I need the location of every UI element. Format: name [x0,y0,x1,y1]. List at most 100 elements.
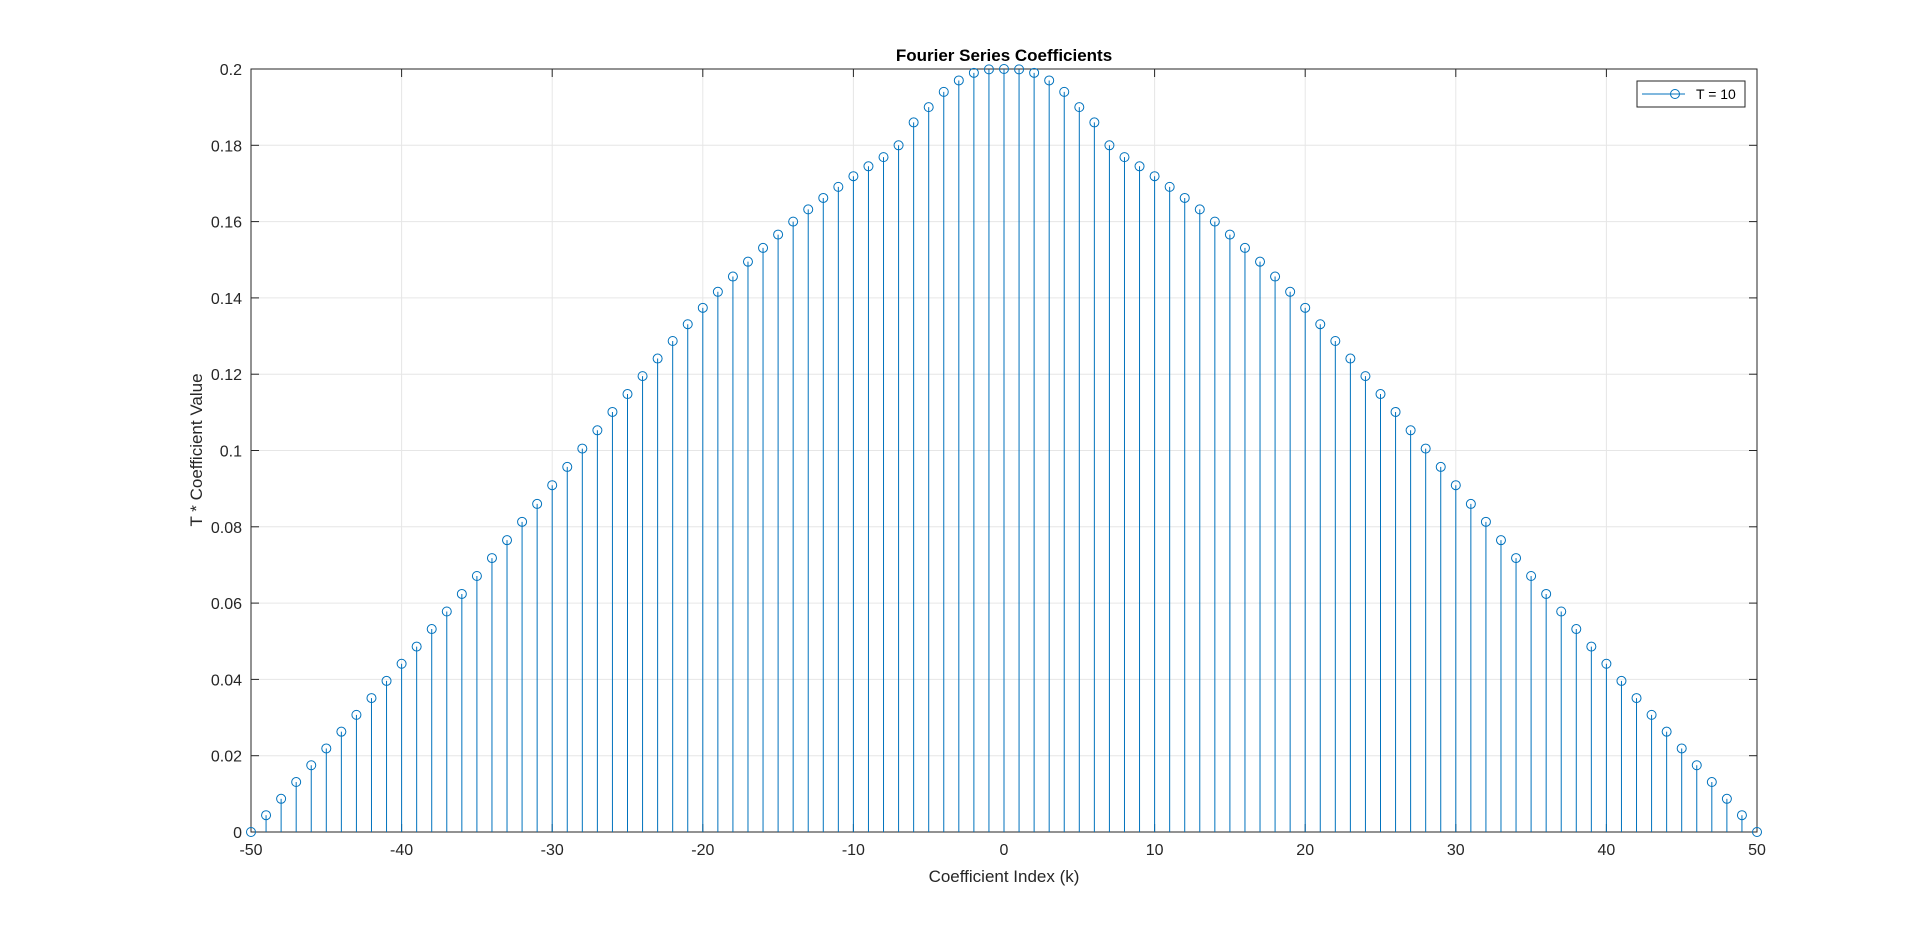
stem-marker [923,102,934,113]
stem-marker [1435,461,1446,472]
stem-marker [366,693,377,704]
stem-marker [1420,443,1431,454]
stem-marker [803,204,814,215]
stem-marker [592,425,603,436]
stem-marker [667,336,678,347]
stem-marker [1571,624,1582,635]
stem-marker [502,535,513,546]
stem-marker [773,229,784,240]
stem-marker [1194,204,1205,215]
stem-marker [1164,181,1175,192]
stem-marker [1224,229,1235,240]
stem-marker [562,461,573,472]
x-tick-label: 20 [1296,842,1314,859]
stem-marker [1631,693,1642,704]
stem-marker [1134,161,1145,172]
y-tick-label: 0.04 [211,672,242,689]
stem-marker [622,389,633,400]
stem-marker [1480,516,1491,527]
x-tick-label: 40 [1598,842,1616,859]
y-tick-label: 0.2 [220,62,242,79]
stem-marker [1179,192,1190,203]
stem-marker [1074,102,1085,113]
stem-marker [607,406,618,417]
x-tick-label: 30 [1447,842,1465,859]
stem-marker [351,709,362,720]
stem-marker [758,242,769,253]
stem-marker [742,256,753,267]
stem-marker [1511,553,1522,564]
stem-marker [441,606,452,617]
stem-marker [1119,152,1130,163]
x-tick-label: 50 [1748,842,1766,859]
stem-marker [1691,760,1702,771]
stem-marker [1752,827,1762,837]
chart-title: Fourier Series Coefficients [896,46,1112,65]
stem-marker [1300,302,1311,313]
x-tick-label: -50 [239,842,262,859]
stem-marker [1405,425,1416,436]
stem-marker [547,480,558,491]
stem-marker [682,319,693,330]
stem-marker [983,64,994,75]
y-tick-label: 0.06 [211,596,242,613]
stem-marker [1556,606,1567,617]
stem-marker [1285,286,1296,297]
stem-marker [1616,675,1627,686]
legend[interactable]: T = 10 [1636,80,1746,108]
stem-marker [893,140,904,151]
x-tick-labels: -50 -40 -30 -20 -10 0 10 20 30 40 50 [239,842,1766,859]
stem-marker [1676,743,1687,754]
stem-marker [1736,810,1747,821]
x-axis-label: Coefficient Index (k) [929,867,1080,886]
stem-marker [306,760,317,771]
stem-marker [712,286,723,297]
stem-marker [577,443,588,454]
x-tick-label: -30 [541,842,564,859]
stem-marker [818,192,829,203]
stem-marker [1721,793,1732,804]
stem-marker [878,152,889,163]
y-tick-label: 0.08 [211,520,242,537]
stem-marker [1661,726,1672,737]
stem-marker [426,624,437,635]
stem-marker [1450,480,1461,491]
stem-marker [1029,67,1040,78]
legend-marker-icon [1670,89,1680,99]
stem-marker [471,571,482,582]
y-tick-labels: 0 0.02 0.04 0.06 0.08 0.1 0.12 0.14 0.16 0.18 0.2 [211,62,242,842]
stem-marker [637,371,648,382]
stem-marker [1601,658,1612,669]
y-tick-label: 0.18 [211,138,242,155]
stem-marker [411,641,422,652]
stem-marker [968,67,979,78]
stem-marker [1014,64,1025,75]
stem-marker [652,353,663,364]
stem-marker [697,302,708,313]
stem-marker [486,553,497,564]
stem-marker [1646,709,1657,720]
stem-marker [1044,75,1055,86]
stem-marker [1706,777,1717,788]
legend-entry-label: T = 10 [1696,86,1736,102]
x-tick-label: 0 [1000,842,1009,859]
stem-marker [321,743,332,754]
stem-marker [1375,389,1386,400]
y-axis-label: T * Coefficient Value [187,373,206,526]
stem-marker [1209,216,1220,227]
stem-marker [276,793,287,804]
stem-marker [938,86,949,97]
y-tick-label: 0.02 [211,749,242,766]
stem-marker [1270,271,1281,282]
stem-marker [833,181,844,192]
stem-marker [908,117,919,128]
stem-marker [396,658,407,669]
stem-marker [532,498,543,509]
stem-marker [1495,535,1506,546]
stem-marker [1330,336,1341,347]
x-tick-label: 10 [1146,842,1164,859]
y-tick-label: 0.1 [220,444,242,461]
stem-marker [291,777,302,788]
stem-marker [1465,498,1476,509]
